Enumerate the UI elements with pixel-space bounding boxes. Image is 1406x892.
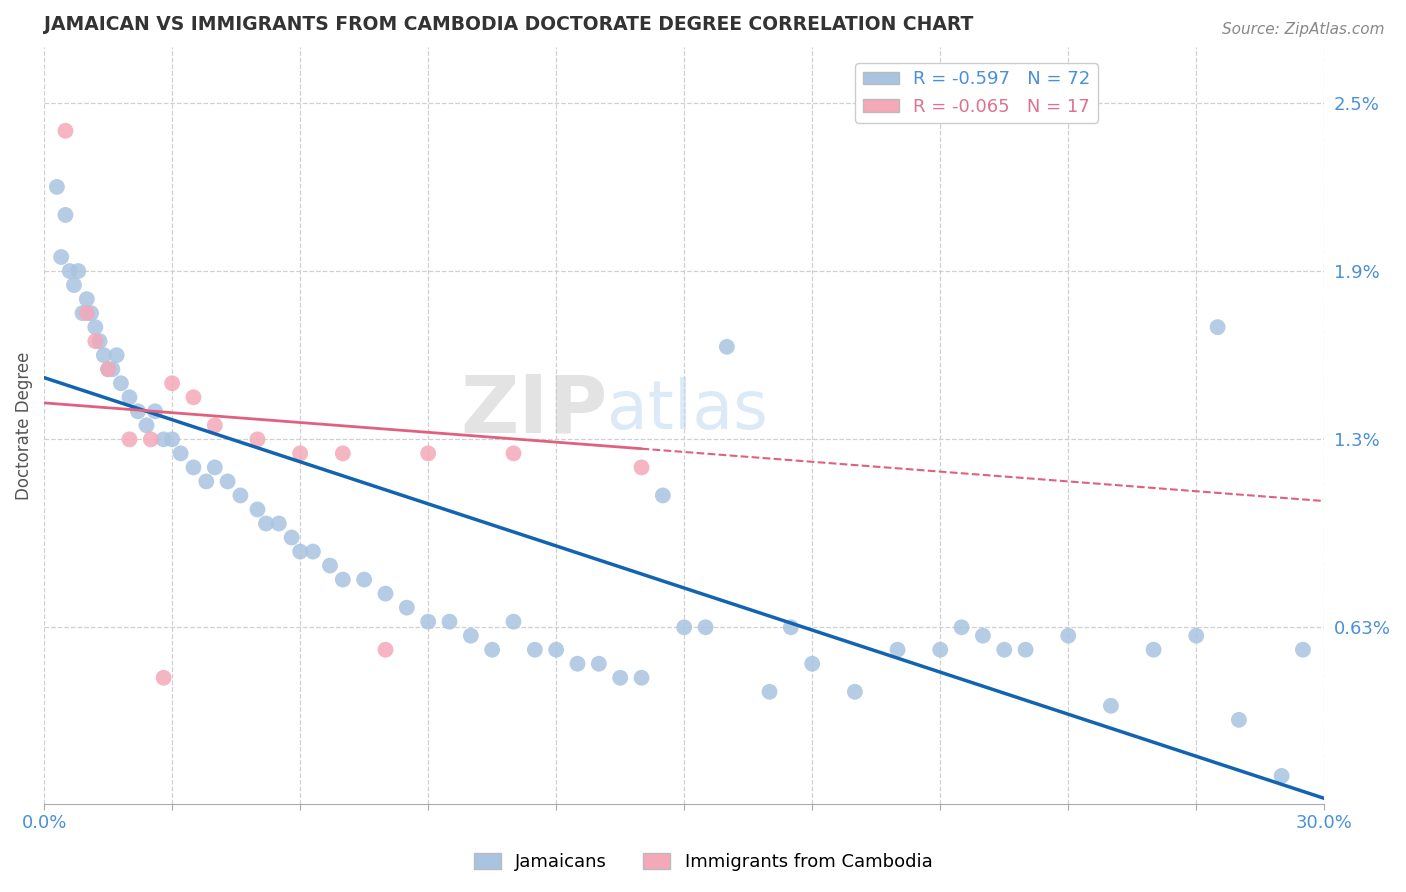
Point xyxy=(502,446,524,460)
Point xyxy=(972,629,994,643)
Point xyxy=(651,488,673,502)
Point xyxy=(160,433,183,447)
Text: Source: ZipAtlas.com: Source: ZipAtlas.com xyxy=(1222,22,1385,37)
Point xyxy=(143,404,166,418)
Point xyxy=(204,418,226,433)
Point xyxy=(546,642,568,657)
Point xyxy=(302,544,325,558)
Point xyxy=(716,340,738,354)
Point xyxy=(105,348,128,362)
Point xyxy=(439,615,461,629)
Point xyxy=(59,264,82,278)
Point xyxy=(280,531,302,545)
Point xyxy=(418,446,440,460)
Point xyxy=(801,657,824,671)
Point xyxy=(1099,698,1122,713)
Point xyxy=(183,390,205,404)
Point xyxy=(673,620,696,634)
Point xyxy=(195,475,218,489)
Point xyxy=(118,433,141,447)
Point xyxy=(1014,642,1036,657)
Point xyxy=(55,208,77,222)
Point xyxy=(135,418,157,433)
Point xyxy=(695,620,717,634)
Point xyxy=(374,642,396,657)
Point xyxy=(89,334,111,348)
Point xyxy=(1227,713,1250,727)
Point xyxy=(353,573,375,587)
Point xyxy=(97,362,120,376)
Point xyxy=(630,671,652,685)
Point xyxy=(246,433,269,447)
Point xyxy=(1206,320,1229,334)
Point xyxy=(288,446,311,460)
Point xyxy=(97,362,120,376)
Point xyxy=(332,446,354,460)
Point xyxy=(758,685,780,699)
Point xyxy=(481,642,503,657)
Point xyxy=(45,180,67,194)
Point xyxy=(246,502,269,516)
Point xyxy=(460,629,482,643)
Point xyxy=(63,278,86,293)
Point xyxy=(395,600,418,615)
Point xyxy=(204,460,226,475)
Point xyxy=(55,124,77,138)
Point xyxy=(80,306,103,320)
Point xyxy=(1271,769,1294,783)
Point xyxy=(993,642,1015,657)
Point xyxy=(76,292,98,306)
Point xyxy=(588,657,610,671)
Point xyxy=(160,376,183,391)
Point xyxy=(217,475,239,489)
Point xyxy=(152,671,174,685)
Point xyxy=(886,642,908,657)
Legend: R = -0.597   N = 72, R = -0.065   N = 17: R = -0.597 N = 72, R = -0.065 N = 17 xyxy=(855,63,1098,123)
Point xyxy=(110,376,132,391)
Point xyxy=(1185,629,1208,643)
Point xyxy=(929,642,952,657)
Point xyxy=(183,460,205,475)
Point xyxy=(319,558,342,573)
Point xyxy=(1057,629,1080,643)
Text: atlas: atlas xyxy=(607,377,768,443)
Point xyxy=(84,334,107,348)
Point xyxy=(93,348,115,362)
Point xyxy=(502,615,524,629)
Point xyxy=(844,685,866,699)
Point xyxy=(101,362,124,376)
Point xyxy=(76,306,98,320)
Point xyxy=(229,488,252,502)
Point xyxy=(84,320,107,334)
Legend: Jamaicans, Immigrants from Cambodia: Jamaicans, Immigrants from Cambodia xyxy=(467,846,939,879)
Point xyxy=(169,446,191,460)
Point xyxy=(254,516,277,531)
Text: JAMAICAN VS IMMIGRANTS FROM CAMBODIA DOCTORATE DEGREE CORRELATION CHART: JAMAICAN VS IMMIGRANTS FROM CAMBODIA DOC… xyxy=(44,15,973,34)
Point xyxy=(779,620,801,634)
Point xyxy=(332,573,354,587)
Point xyxy=(950,620,973,634)
Point xyxy=(1142,642,1164,657)
Point xyxy=(152,433,174,447)
Point xyxy=(374,586,396,600)
Point xyxy=(1292,642,1315,657)
Point xyxy=(609,671,631,685)
Point xyxy=(523,642,546,657)
Point xyxy=(567,657,589,671)
Text: ZIP: ZIP xyxy=(460,371,607,450)
Point xyxy=(139,433,162,447)
Point xyxy=(288,544,311,558)
Point xyxy=(267,516,290,531)
Point xyxy=(67,264,90,278)
Point xyxy=(118,390,141,404)
Point xyxy=(72,306,94,320)
Point xyxy=(630,460,652,475)
Point xyxy=(51,250,73,264)
Point xyxy=(418,615,440,629)
Y-axis label: Doctorate Degree: Doctorate Degree xyxy=(15,351,32,500)
Point xyxy=(127,404,149,418)
